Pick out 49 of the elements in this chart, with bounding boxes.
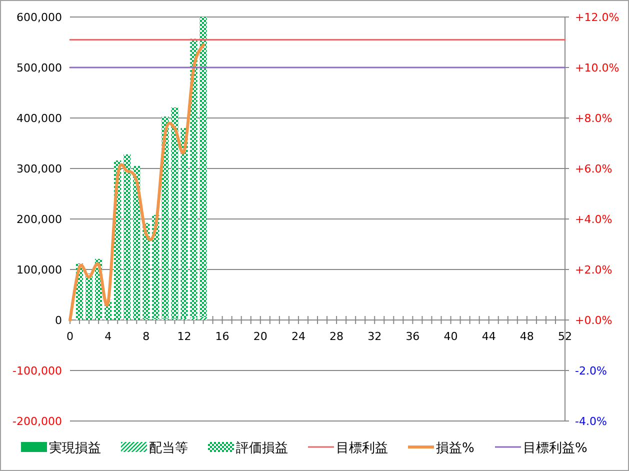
x-tick-label: 16 bbox=[215, 330, 230, 343]
x-tick-label: 52 bbox=[558, 330, 572, 343]
legend-label: 実現損益 bbox=[49, 440, 101, 456]
y2-tick-label: +6.0% bbox=[575, 162, 612, 176]
legend-label: 目標利益% bbox=[523, 441, 588, 456]
bar bbox=[200, 316, 207, 320]
legend-label: 配当等 bbox=[149, 441, 188, 456]
x-tick-label: 8 bbox=[142, 330, 150, 343]
y2-tick-label: +12.0% bbox=[575, 11, 620, 24]
y-tick-label: -100,000 bbox=[12, 364, 62, 378]
x-tick-label: 44 bbox=[482, 330, 496, 343]
y2-tick-label: -4.0% bbox=[575, 415, 607, 428]
legend-label: 損益% bbox=[436, 441, 474, 456]
x-tick-label: 12 bbox=[177, 330, 192, 343]
bar bbox=[171, 107, 178, 318]
y2-tick-label: +2.0% bbox=[575, 264, 612, 276]
legend-label: 目標利益 bbox=[336, 441, 388, 456]
bar bbox=[142, 223, 150, 319]
y-tick-label: 400,000 bbox=[16, 112, 62, 125]
y-tick-label: 200,000 bbox=[16, 213, 62, 226]
x-tick-label: 32 bbox=[368, 330, 382, 343]
y-tick-label: 600,000 bbox=[16, 11, 62, 24]
y-tick-label: -200,000 bbox=[12, 415, 62, 428]
y-tick-label: 300,000 bbox=[16, 162, 62, 176]
bar bbox=[85, 274, 93, 320]
bar bbox=[133, 166, 140, 320]
x-tick-label: 48 bbox=[520, 330, 534, 343]
bar bbox=[162, 116, 169, 318]
bar bbox=[190, 38, 198, 318]
x-tick-label: 20 bbox=[253, 330, 268, 343]
y2-tick-label: +10.0% bbox=[575, 62, 620, 74]
legend-label: 評価損益 bbox=[236, 441, 288, 456]
y2-tick-label: -2.0% bbox=[575, 364, 607, 378]
y2-tick-label: +0.0% bbox=[575, 314, 612, 327]
y2-tick-label: +8.0% bbox=[575, 112, 612, 125]
x-tick-label: 28 bbox=[330, 330, 344, 343]
y-tick-label: 0 bbox=[55, 314, 62, 327]
x-tick-label: 40 bbox=[444, 330, 458, 343]
bar bbox=[190, 317, 198, 320]
y-tick-label: 500,000 bbox=[16, 62, 62, 74]
x-tick-label: 0 bbox=[66, 330, 74, 343]
y-tick-label: 100,000 bbox=[16, 264, 62, 276]
bar bbox=[180, 128, 188, 318]
x-tick-label: 24 bbox=[291, 330, 306, 343]
x-tick-label: 36 bbox=[406, 330, 420, 343]
bar bbox=[124, 154, 131, 320]
y2-tick-label: +4.0% bbox=[575, 213, 612, 226]
x-tick-label: 4 bbox=[104, 330, 112, 343]
bar bbox=[200, 17, 207, 317]
